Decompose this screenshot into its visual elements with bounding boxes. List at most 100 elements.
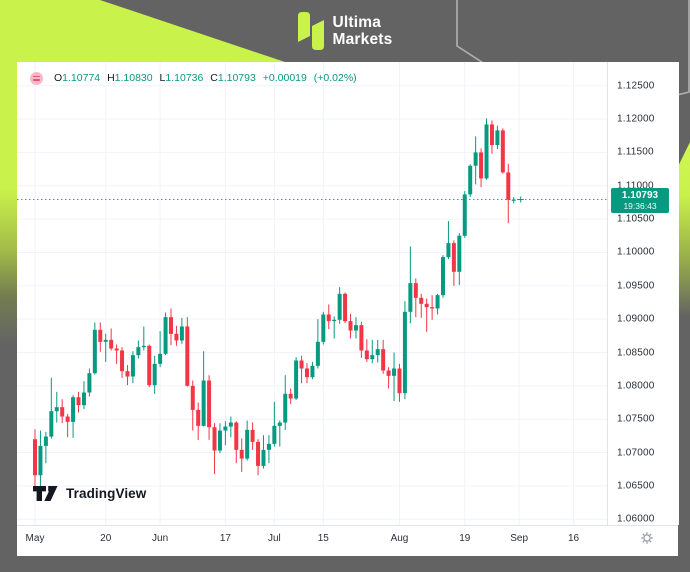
left-lime-strip xyxy=(0,0,17,345)
candle-body xyxy=(305,368,309,378)
candle-body xyxy=(245,429,250,459)
brand-wordmark: Ultima Markets xyxy=(333,14,393,48)
candle-body xyxy=(223,426,228,431)
candle-body xyxy=(277,422,282,426)
candle-body xyxy=(130,355,135,377)
candle-body xyxy=(332,319,337,322)
price-tick-label: 1.06000 xyxy=(617,513,655,525)
candle-body xyxy=(65,416,70,422)
time-axis[interactable]: May 20 Jun 17 Jul 15 Aug 19 Sep 16 xyxy=(17,525,678,556)
price-tick-label: 1.10000 xyxy=(617,246,655,258)
candle-body xyxy=(462,194,467,236)
axis-settings-gear-icon[interactable] xyxy=(640,531,654,545)
candle-body xyxy=(430,307,435,309)
price-tick-label: 1.11500 xyxy=(617,146,654,158)
candle-body xyxy=(169,317,173,334)
candle-body xyxy=(103,339,108,342)
candle-body xyxy=(413,283,418,298)
candle-body xyxy=(33,439,37,476)
candle-body xyxy=(261,449,266,466)
price-axis[interactable]: 1.10793 19:36:43 1.12500 1.12000 1.11500 1.… xyxy=(607,62,679,525)
candlestick-chart[interactable] xyxy=(17,62,607,525)
candle-body xyxy=(174,333,179,341)
candle-body xyxy=(125,371,130,377)
price-tick-label: 1.09500 xyxy=(617,280,655,292)
candle-body xyxy=(500,130,505,173)
price-tick-label: 1.12000 xyxy=(617,113,655,125)
price-tick-label: 1.08000 xyxy=(617,380,655,392)
candle-body xyxy=(446,243,451,258)
candle-body xyxy=(408,283,413,312)
candle-body xyxy=(152,363,157,386)
time-tick-label: May xyxy=(25,533,45,544)
change-percent: (+0.02%) xyxy=(313,72,357,84)
candle-body xyxy=(109,339,114,349)
current-price: 1.10793 xyxy=(621,190,659,202)
candle-body xyxy=(250,429,255,442)
candle-body xyxy=(71,397,76,422)
candle-body xyxy=(402,311,407,394)
candle-body xyxy=(468,165,473,195)
price-tick-label: 1.11000 xyxy=(617,180,654,192)
candle-body xyxy=(364,350,369,360)
time-tick-label: 20 xyxy=(100,533,112,544)
price-tick-label: 1.12500 xyxy=(617,80,655,92)
candle-body xyxy=(190,385,195,410)
candle-body xyxy=(479,152,484,179)
price-tick-label: 1.06500 xyxy=(617,480,655,492)
candle-body xyxy=(283,393,288,423)
candle-body xyxy=(81,392,86,406)
candle-body xyxy=(272,425,277,444)
time-tick-label: Aug xyxy=(390,533,409,544)
price-tick-label: 1.07500 xyxy=(617,413,655,425)
candle-body xyxy=(60,407,65,417)
current-price-marker xyxy=(517,196,524,203)
price-tick-label: 1.09000 xyxy=(617,313,655,325)
candle-body xyxy=(489,124,494,146)
candle-body xyxy=(310,365,315,378)
candle-body xyxy=(294,360,299,399)
candle-body xyxy=(234,422,239,450)
right-lime-blob xyxy=(678,142,690,317)
time-tick-label: Sep xyxy=(510,533,529,544)
candle-body xyxy=(120,350,125,372)
candle-body xyxy=(54,407,59,412)
change-value: +0.00019 xyxy=(262,72,307,84)
ohlc-values: O1.10774 H1.10830 L1.10736 C1.10793 +0.0… xyxy=(54,72,357,84)
candle-body xyxy=(451,243,456,272)
candle-body xyxy=(375,349,380,356)
candle-body xyxy=(343,293,348,322)
tradingview-logo-link[interactable]: TradingView xyxy=(32,484,146,503)
candle-body xyxy=(147,345,152,386)
candle-body xyxy=(326,314,331,322)
price-tick-label: 1.10500 xyxy=(617,213,655,225)
candle-body xyxy=(158,353,163,364)
candle-body xyxy=(217,430,222,451)
candle-body xyxy=(185,326,190,386)
candle-body xyxy=(386,370,391,376)
candle-body xyxy=(353,325,358,331)
candle-body xyxy=(212,427,217,451)
symbol-icon[interactable] xyxy=(30,71,43,85)
candle-body xyxy=(370,355,375,360)
candle-body xyxy=(419,297,424,304)
time-tick-label: 15 xyxy=(317,533,329,544)
candle-body xyxy=(92,329,97,374)
brand-header: Ultima Markets xyxy=(0,0,690,62)
brand-line2: Markets xyxy=(332,31,393,48)
candle-body xyxy=(49,411,54,437)
price-tick-label: 1.08500 xyxy=(617,347,655,358)
ultima-markets-logo-icon xyxy=(297,12,324,50)
candle-body xyxy=(397,368,402,394)
brand-line1: Ultima xyxy=(332,14,382,31)
candle-body xyxy=(141,345,146,348)
tradingview-icon xyxy=(33,486,58,501)
candle-body xyxy=(43,436,48,446)
candle-body xyxy=(506,172,511,200)
candle-body xyxy=(98,329,103,342)
candle-body xyxy=(381,349,386,371)
candle-body xyxy=(392,368,397,376)
time-tick-label: 17 xyxy=(219,533,231,544)
time-tick-label: Jun xyxy=(152,533,169,544)
tradingview-wordmark: TradingView xyxy=(66,486,147,501)
